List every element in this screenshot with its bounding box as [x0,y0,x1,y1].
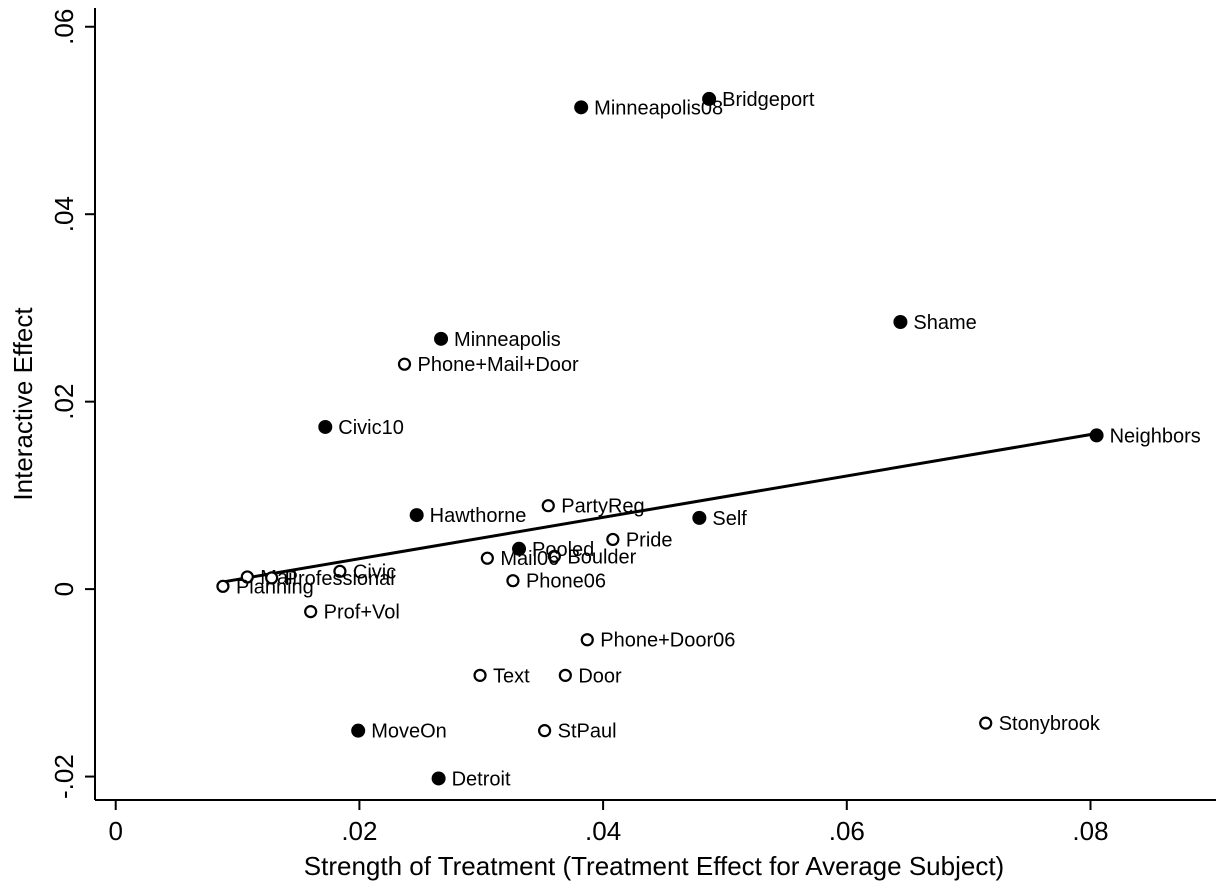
data-point-filled [574,100,589,115]
data-point-label: Pride [626,529,673,551]
data-point-filled [351,723,366,738]
x-tick-label: .04 [585,816,621,846]
data-point-group: Pride [606,529,673,551]
data-point-filled [893,314,908,329]
data-point-hollow [216,579,230,593]
data-point-label: Phone+Mail+Door [417,354,579,376]
data-point-filled [318,419,333,434]
data-point-label: Self [712,508,747,530]
data-point-label: Minneapolis08 [594,97,723,119]
data-point-group: Boulder [547,546,637,568]
data-point-label: Neighbors [1110,425,1201,447]
y-tick-label: .02 [49,384,79,420]
data-point-filled [702,91,717,106]
data-point-label: Pooled [532,539,594,561]
data-point-group: PartyReg [541,496,645,518]
data-point-hollow [480,551,494,565]
data-point-label: Boulder [567,546,636,568]
x-axis-title: Strength of Treatment (Treatment Effect … [304,851,1004,881]
data-point-filled [431,771,446,786]
data-point-label: Bridgeport [722,89,815,111]
data-point-group: Self [692,508,747,530]
fit-line [219,432,1097,585]
data-point-hollow [333,564,347,578]
data-point-hollow [240,570,254,584]
data-point-group: Minneapolis08 [574,97,723,119]
data-point-filled [512,541,527,556]
data-point-group: Detroit [431,768,511,790]
x-tick-label: .08 [1072,816,1108,846]
y-tick-label: .06 [49,9,79,45]
data-point-hollow [397,357,412,371]
data-point-hollow [265,571,279,585]
data-point-group: Phone+Mail+Door [397,354,579,376]
data-point-label: Door [578,665,622,687]
data-point-group: Civic [333,561,396,583]
data-point-group: Bridgeport [702,89,815,111]
y-tick-label: .04 [49,196,79,232]
data-point-group: StPaul [538,721,617,743]
data-point-group: Professional [265,568,395,590]
data-point-hollow [541,499,555,513]
data-point-label: Hawthorne [430,505,527,527]
data-point-hollow [547,549,561,563]
y-axis-ticks: -.02 0 .02 .04 .06 [49,9,95,799]
data-point-hollow [558,668,572,682]
data-point-label: Civic [353,561,396,583]
data-point-group: Stonybrook [979,713,1101,735]
data-point-filled [434,331,449,346]
data-point-filled [1089,428,1104,443]
data-point-label: Minneapolis [454,329,561,351]
data-point-hollow [538,724,552,738]
data-point-hollow [580,633,594,647]
data-point-label: Shame [913,312,976,334]
data-point-hollow [506,574,520,588]
data-point-hollow [473,668,487,682]
data-point-hollow [304,605,318,619]
x-tick-label: .06 [829,816,865,846]
data-point-label: Detroit [452,768,511,790]
data-point-group: Text [473,665,530,687]
x-axis-ticks: 0 .02 .04 .06 .08 [108,800,1109,846]
data-point-group: Minneapolis [434,329,561,351]
data-point-filled [692,510,707,525]
data-point-label: Planning [236,576,314,598]
y-tick-label: -.02 [49,754,79,799]
data-point-group: Prof+Vol [304,602,400,624]
data-point-label: Phone+Door06 [600,630,735,652]
data-point-group: Phone+Door06 [580,630,735,652]
data-point-hollow [606,532,620,547]
data-point-group: Neighbors [1089,425,1201,447]
data-point-group: Planning [216,576,314,598]
data-point-label: Stonybrook [999,713,1101,735]
data-point-group: Shame [893,312,977,334]
data-point-group: Mail06 [480,548,559,570]
data-point-group: Pooled [512,539,594,561]
data-point-label: PartyReg [561,496,644,518]
data-point-group: Phone06 [506,571,606,593]
data-point-label: Phone06 [526,571,606,593]
data-point-group: Civic10 [318,417,404,439]
data-point-label: Prof+Vol [324,602,400,624]
y-axis-title: Interactive Effect [8,307,38,501]
data-point-label: Civic10 [338,417,404,439]
data-point-hollow [979,716,993,730]
x-tick-label: .02 [341,816,377,846]
data-point-label: Text [493,665,530,687]
data-point-label: StPaul [558,721,617,743]
y-tick-label: 0 [49,582,79,596]
x-tick-label: 0 [108,816,122,846]
data-point-group: Hawthorne [409,505,527,527]
data-point-label: MoveOn [371,721,447,743]
data-point-group: Door [558,665,622,687]
data-point-group: MoveOn [351,721,447,743]
data-point-label: Professional [285,568,395,590]
data-point-label: Mail06 [500,548,559,570]
data-point-filled [409,508,424,523]
